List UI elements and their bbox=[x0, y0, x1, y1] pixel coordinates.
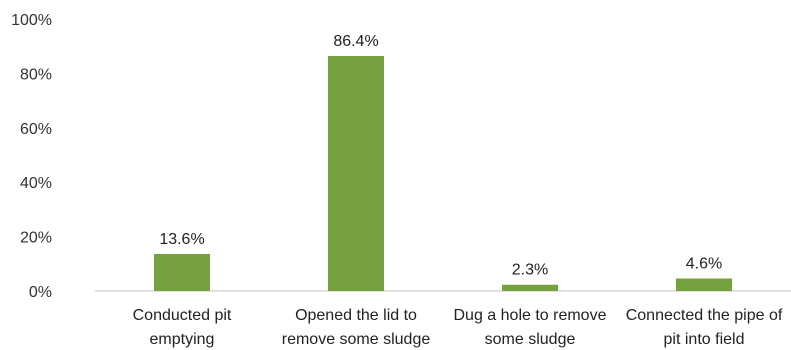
y-tick-label: 0% bbox=[29, 284, 52, 301]
y-tick-label: 20% bbox=[20, 230, 52, 247]
data-label: 4.6% bbox=[686, 255, 722, 272]
bar bbox=[502, 284, 558, 291]
x-axis-tick-labels: Conducted pit emptying Opened the lid to re… bbox=[133, 307, 783, 348]
bar bbox=[154, 254, 210, 291]
x-tick-label: Conducted pit bbox=[133, 307, 232, 324]
bar bbox=[676, 278, 732, 291]
bars bbox=[154, 55, 732, 291]
x-tick-label: remove some sludge bbox=[282, 331, 431, 348]
x-tick-label: Opened the lid to bbox=[295, 307, 417, 324]
y-tick-label: 40% bbox=[20, 175, 52, 192]
x-tick-label: pit into field bbox=[664, 331, 745, 348]
y-tick-label: 60% bbox=[20, 121, 52, 138]
y-tick-label: 100% bbox=[11, 12, 52, 29]
x-tick-label: Dug a hole to remove bbox=[454, 307, 607, 324]
x-tick-label: some sludge bbox=[485, 331, 576, 348]
x-tick-label: emptying bbox=[150, 331, 215, 348]
y-axis-tick-labels: 0% 20% 40% 60% 80% 100% bbox=[11, 12, 52, 301]
x-tick-label: Connected the pipe of bbox=[626, 307, 783, 324]
data-label: 13.6% bbox=[159, 231, 204, 248]
data-labels: 13.6% 86.4% 2.3% 4.6% bbox=[159, 33, 722, 279]
data-label: 86.4% bbox=[333, 33, 378, 50]
y-tick-label: 80% bbox=[20, 66, 52, 83]
data-label: 2.3% bbox=[512, 262, 548, 279]
bar bbox=[328, 55, 384, 291]
